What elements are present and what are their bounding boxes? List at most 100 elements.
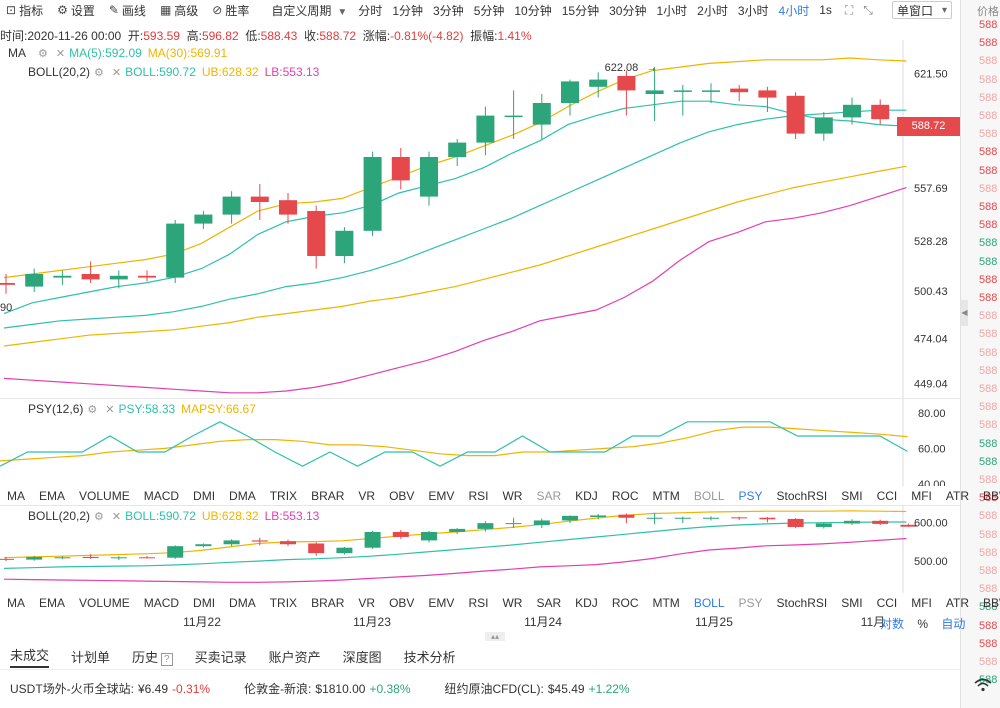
indicator-tab-vr[interactable]: VR: [358, 596, 376, 610]
indicator-tab-wr[interactable]: WR: [502, 489, 523, 503]
indicator-tab-smi[interactable]: SMI: [841, 489, 863, 503]
indicator-tab-rsi[interactable]: RSI: [468, 596, 489, 610]
indicator-tab-boll[interactable]: BOLL: [693, 596, 725, 610]
candlestick-chart[interactable]: 621.50 557.69 528.28 500.43 474.04 449.04 622.…: [0, 40, 960, 400]
indicator-tab-macd[interactable]: MACD: [143, 596, 180, 610]
period-3[interactable]: 5分钟: [473, 3, 505, 18]
indicator-tab-ema[interactable]: EMA: [39, 489, 66, 503]
indicator-tab-sar[interactable]: SAR: [536, 596, 562, 610]
close-icon[interactable]: ✕: [111, 510, 122, 523]
indicator-tab-obv[interactable]: OBV: [389, 596, 415, 610]
candle[interactable]: [335, 227, 354, 264]
gear-button[interactable]: ⚙ 设置: [57, 2, 95, 19]
indicator-tab-macd[interactable]: MACD: [143, 489, 180, 503]
indicator-tab-ma[interactable]: MA: [7, 489, 25, 503]
ticker-item[interactable]: 伦敦金-新浪: $1810.00 +0.38%: [244, 680, 410, 697]
indicator-tab-wr[interactable]: WR: [502, 596, 523, 610]
candle[interactable]: [391, 148, 410, 190]
indicator-tab-kdj[interactable]: KDJ: [575, 596, 598, 610]
indicator-tab-stochrsi[interactable]: StochRSI: [776, 596, 828, 610]
indicator-tab-emv[interactable]: EMV: [428, 489, 455, 503]
period-2[interactable]: 3分钟: [433, 3, 464, 18]
candle[interactable]: [0, 274, 15, 294]
indicator-tab-smi[interactable]: SMI: [841, 596, 863, 610]
candle[interactable]: [166, 220, 185, 283]
winrate-button[interactable]: ⊘ 胜率: [212, 2, 249, 19]
custom-period-dropdown[interactable]: 自定义周期 ▼: [271, 2, 347, 19]
indicator-tab-mfi[interactable]: MFI: [911, 596, 932, 610]
close-icon[interactable]: ✕: [105, 403, 115, 416]
candle[interactable]: [758, 86, 777, 112]
indicator-tab-boll[interactable]: BOLL: [693, 489, 725, 503]
ticker-item[interactable]: 纽约原油CFD(CL): $45.49 +1.22%: [445, 680, 630, 697]
psy-chart[interactable]: 80.00 60.00 40.00: [0, 398, 960, 486]
indicator-tab-roc[interactable]: ROC: [611, 596, 639, 610]
fullscreen-icon[interactable]: ⛶: [844, 2, 854, 17]
candle[interactable]: [222, 191, 241, 224]
pen-button[interactable]: ✎ 画线: [109, 2, 146, 19]
auto-scale-toggle[interactable]: 自动: [941, 617, 966, 631]
candle[interactable]: [504, 90, 523, 139]
window-mode-select[interactable]: 单窗口 ▾: [892, 1, 952, 19]
indicator-tab-stochrsi[interactable]: StochRSI: [776, 489, 828, 503]
candle[interactable]: [25, 268, 44, 292]
candle[interactable]: [843, 97, 861, 125]
indicator-tab-bbw[interactable]: BBW: [983, 596, 1000, 610]
indicator-tab-brar[interactable]: BRAR: [311, 596, 345, 610]
gear-icon[interactable]: ⚙: [94, 66, 104, 79]
period-7[interactable]: 1小时: [656, 3, 688, 18]
candle[interactable]: [561, 79, 579, 116]
collapse-panel-handle[interactable]: ◀: [961, 300, 968, 326]
bottom-tab-0[interactable]: 未成交: [10, 645, 50, 668]
indicator-tab-dmi[interactable]: DMI: [193, 596, 216, 610]
candle[interactable]: [730, 85, 749, 102]
indicator-tab-ma[interactable]: MA: [7, 596, 25, 610]
close-icon[interactable]: ✕: [111, 66, 122, 79]
advanced-button[interactable]: ▦ 高级: [160, 2, 198, 19]
period-8[interactable]: 2小时: [697, 3, 728, 18]
candle[interactable]: [589, 72, 608, 98]
period-11[interactable]: 1s: [819, 3, 832, 17]
indicator-tab-trix[interactable]: TRIX: [269, 596, 298, 610]
gear-icon[interactable]: ⚙: [87, 403, 98, 416]
help-icon[interactable]: ?: [161, 652, 173, 666]
candle[interactable]: [532, 94, 551, 139]
bottom-tab-1[interactable]: 计划单: [71, 647, 110, 666]
indicator-tab-atr[interactable]: ATR: [945, 489, 970, 503]
bottom-tab-6[interactable]: 技术分析: [404, 647, 456, 666]
candle[interactable]: [702, 83, 720, 103]
candle[interactable]: [138, 270, 156, 282]
indicator-tab-obv[interactable]: OBV: [389, 489, 415, 503]
indicator-tab-emv[interactable]: EMV: [428, 596, 455, 610]
bottom-tab-3[interactable]: 买卖记录: [195, 647, 247, 666]
indicator-tab-cci[interactable]: CCI: [876, 596, 898, 610]
candle[interactable]: [645, 67, 664, 121]
chart-button[interactable]: ⊡ 指标: [6, 2, 43, 19]
candle[interactable]: [871, 99, 890, 125]
period-10[interactable]: 4小时: [778, 3, 810, 18]
indicator-tab-vr[interactable]: VR: [358, 489, 376, 503]
period-5[interactable]: 15分钟: [561, 3, 600, 18]
period-6[interactable]: 30分钟: [609, 3, 647, 18]
indicator-tab-rsi[interactable]: RSI: [468, 489, 489, 503]
candle[interactable]: [307, 205, 326, 269]
shrink-icon[interactable]: ⤡: [863, 2, 873, 17]
period-0[interactable]: 分时: [358, 3, 383, 18]
candle[interactable]: [476, 106, 495, 156]
candle[interactable]: [279, 193, 297, 224]
log-scale-toggle[interactable]: 对数: [880, 617, 905, 631]
indicator-tab-volume[interactable]: VOLUME: [79, 489, 130, 503]
candle[interactable]: [109, 270, 128, 289]
indicator-tab-brar[interactable]: BRAR: [311, 489, 345, 503]
indicator-tab-roc[interactable]: ROC: [611, 489, 639, 503]
candle[interactable]: [194, 211, 213, 229]
close-icon[interactable]: ✕: [55, 47, 66, 60]
candle[interactable]: [53, 270, 72, 285]
candle[interactable]: [81, 261, 100, 283]
candle[interactable]: [363, 151, 382, 237]
indicator-tab-kdj[interactable]: KDJ: [575, 489, 598, 503]
indicator-tab-trix[interactable]: TRIX: [269, 489, 298, 503]
bottom-tab-2[interactable]: 历史?: [132, 647, 173, 666]
period-9[interactable]: 3小时: [737, 3, 769, 18]
period-4[interactable]: 10分钟: [514, 3, 552, 18]
